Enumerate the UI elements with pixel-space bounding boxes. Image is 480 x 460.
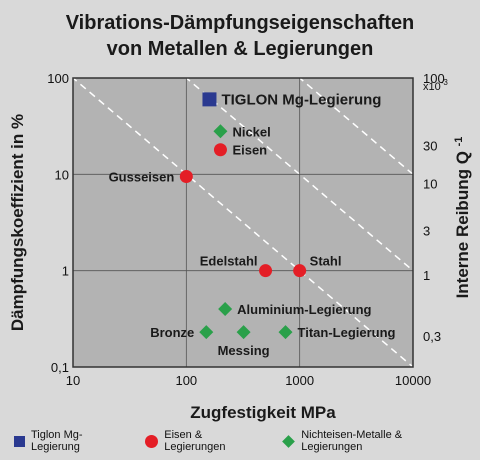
y-axis-title: Dämpfungskoeffizient in % (8, 114, 27, 331)
legend-label-tiglon: Tiglon Mg-Legierung (30, 429, 83, 453)
data-point-label: Gusseisen (109, 169, 175, 184)
data-point-label: TIGLON Mg-Legierung (221, 91, 381, 108)
data-point-square (202, 92, 217, 107)
x-axis-title: Zugfestigkeit MPa (190, 403, 336, 422)
y2-tick-label: 30 (423, 138, 437, 153)
y2-tick-label: 3 (423, 224, 430, 239)
x-tick-label: 1000 (285, 373, 314, 388)
y-tick-label: 0,1 (51, 360, 69, 375)
data-point-diamond (213, 124, 228, 139)
chart-title-line-2: von Metallen & Legierungen (106, 38, 374, 60)
data-point-diamond (278, 325, 293, 340)
chart-legend: Tiglon Mg-Legierung Eisen & Legierungen … (14, 429, 480, 453)
y2-tick-label: 100 (423, 71, 445, 86)
data-point-label: Stahl (310, 254, 342, 269)
chart-title-line-1: Vibrations-Dämpfungseigenschaften (65, 12, 415, 34)
y-tick-label: 10 (55, 167, 69, 182)
square-marker-icon (14, 435, 25, 447)
data-point-circle (293, 264, 307, 278)
legend-item-tiglon: Tiglon Mg-Legierung (14, 429, 131, 453)
circle-marker-icon (145, 434, 159, 448)
data-point-label: Edelstahl (200, 254, 258, 269)
x-tick-label: 100 (175, 373, 197, 388)
data-point-label: Eisen (232, 143, 267, 158)
data-point-diamond (199, 325, 214, 340)
diamond-marker-icon (282, 434, 296, 448)
legend-item-nichteisen: Nichteisen-Metalle & Legierungen (280, 429, 466, 453)
x-tick-label: 10000 (395, 373, 431, 388)
x-tick-label: 10 (66, 373, 80, 388)
y2-multiplier-label: x10-3 (423, 78, 448, 93)
data-point-circle (179, 169, 193, 183)
data-point-circle (259, 264, 273, 278)
data-point-label: Titan-Legierung (298, 325, 396, 340)
data-point-label: Aluminium-Legierung (237, 302, 371, 317)
data-point-label: Bronze (150, 325, 194, 340)
y-tick-label: 100 (47, 71, 69, 86)
legend-label-nichteisen: Nichteisen-Metalle & Legierungen (301, 429, 403, 453)
legend-label-eisen: Eisen & Legierungen (164, 429, 226, 453)
y-tick-label: 1 (62, 264, 69, 279)
data-point-circle (213, 143, 227, 157)
y2-tick-label: 0,3 (423, 329, 441, 344)
y2-tick-label: 1 (423, 268, 430, 283)
y2-axis-title: Interne Reibung Q -1 (453, 137, 472, 299)
plot-frame (72, 77, 414, 368)
data-point-diamond (218, 302, 233, 317)
data-point-label: Messing (218, 343, 270, 358)
legend-item-eisen: Eisen & Legierungen (145, 429, 266, 453)
y2-tick-label: 10 (423, 177, 437, 192)
data-point-diamond (236, 325, 251, 340)
data-point-label: Nickel (232, 124, 270, 139)
